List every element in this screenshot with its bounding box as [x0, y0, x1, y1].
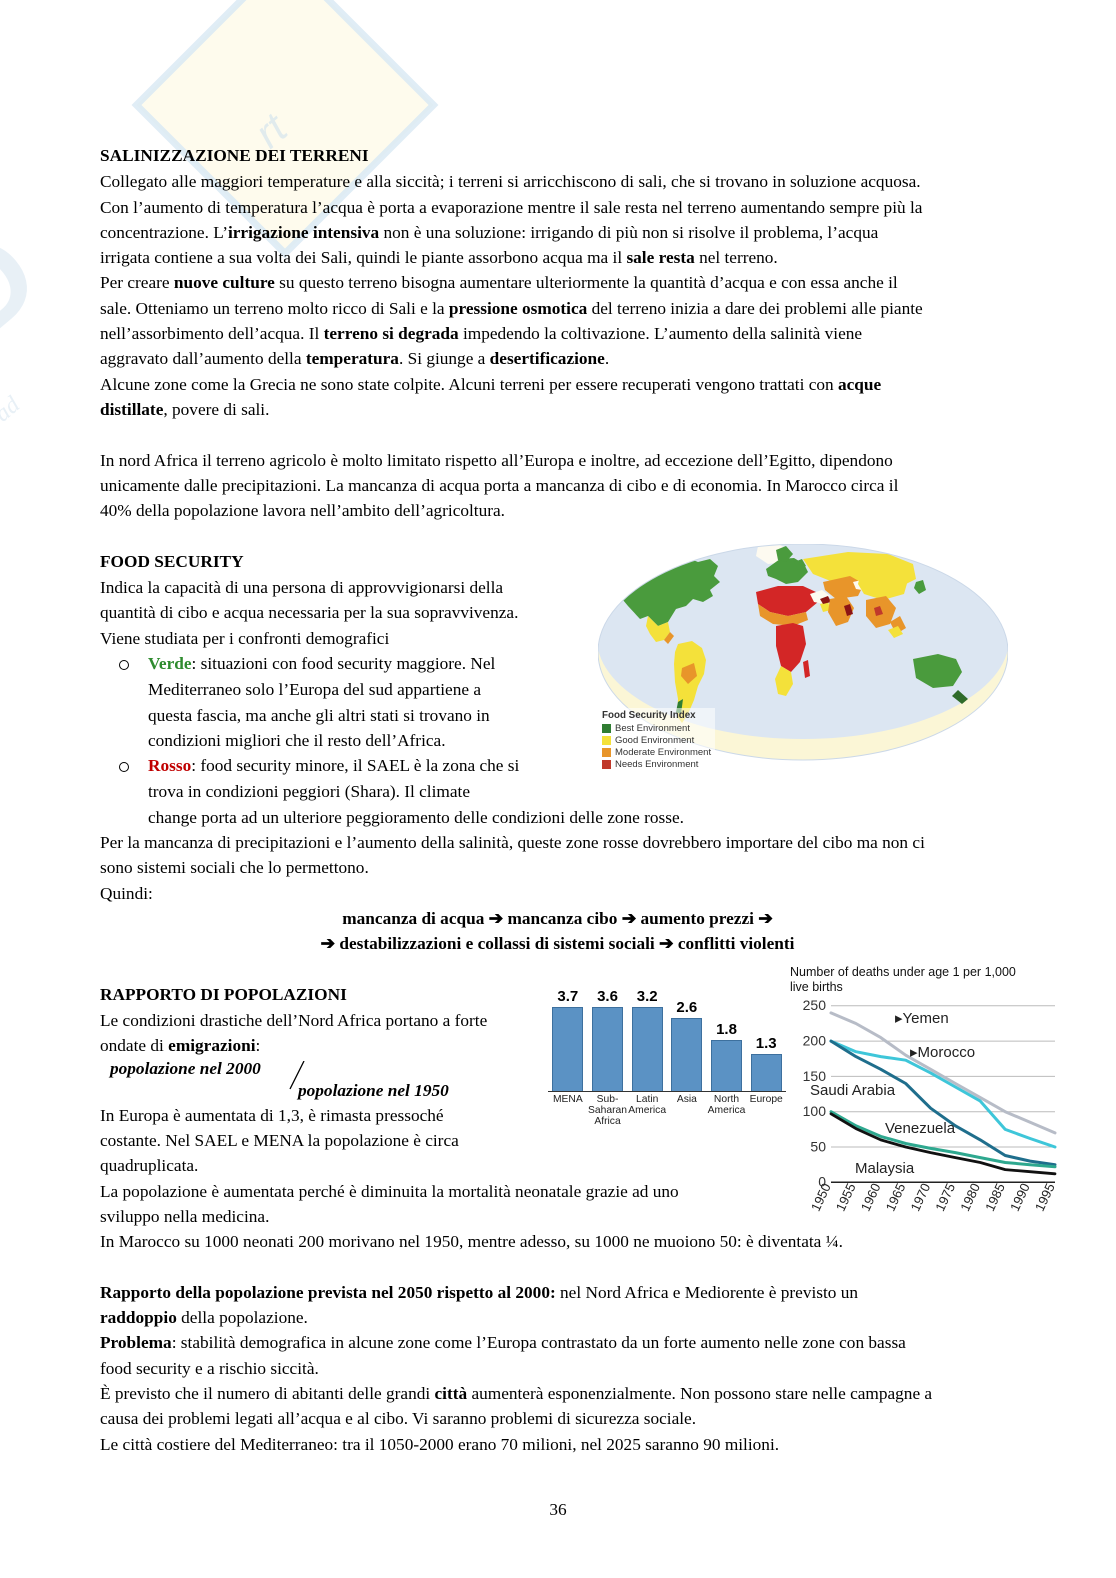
svg-text:upload: upload — [0, 391, 26, 454]
svg-text:D: D — [0, 207, 63, 365]
svg-text:1995: 1995 — [1032, 1181, 1058, 1214]
